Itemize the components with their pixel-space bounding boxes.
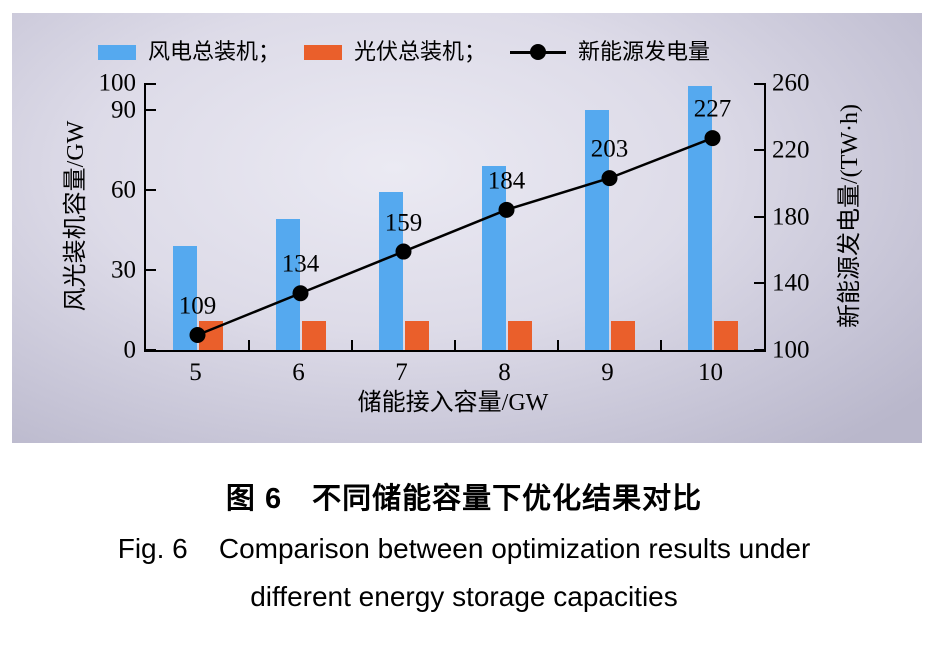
wind-bar-7 <box>378 192 403 350</box>
plot-area: 109 134 159 184 203 227 <box>144 83 766 352</box>
line-point-10 <box>704 130 721 147</box>
left-tick-90 <box>146 108 156 111</box>
right-tick-140 <box>754 282 764 285</box>
x-tick-5 <box>660 340 662 350</box>
caption: 图 6 不同储能容量下优化结果对比 Fig. 6 Comparison betw… <box>0 443 928 613</box>
right-axis-label-260: 260 <box>772 69 810 97</box>
x-axis-label-10: 10 <box>698 359 723 386</box>
right-tick-180 <box>754 215 764 218</box>
legend: 风电总装机； 光伏总装机； 新能源发电量 <box>98 35 838 69</box>
legend-label: 光伏总装机； <box>354 39 487 64</box>
right-axis-label-180: 180 <box>772 203 810 230</box>
point-label-8: 184 <box>487 167 526 195</box>
left-tick-100 <box>146 83 156 85</box>
x-tick-3 <box>454 340 456 350</box>
pv-bar-7 <box>404 320 429 350</box>
left-axis-label-60: 60 <box>111 176 136 204</box>
point-label-9: 203 <box>590 135 629 163</box>
x-axis-label-7: 7 <box>395 359 408 386</box>
left-axis-title: 风光装机容量/GW <box>63 120 89 312</box>
left-axis-label-90: 90 <box>111 96 136 124</box>
line-path <box>197 136 713 337</box>
legend-item-2: 新能源发电量 <box>510 41 710 63</box>
left-axis-label-0: 0 <box>123 336 137 364</box>
wind-bar-8 <box>481 165 506 350</box>
x-axis-label-8: 8 <box>498 359 511 386</box>
x-axis-label-5: 5 <box>189 359 202 386</box>
wind-bar-9 <box>584 109 609 350</box>
legend-item-0: 风电总装机； <box>98 41 280 63</box>
line-point-5 <box>189 326 206 343</box>
left-tick-60 <box>146 188 156 191</box>
pv-bar-10 <box>713 320 738 350</box>
pv-bar-8 <box>507 320 532 350</box>
point-label-6: 134 <box>281 250 320 278</box>
line-point-7 <box>395 243 412 260</box>
right-axis-label-140: 140 <box>772 269 810 297</box>
point-label-7: 159 <box>384 209 423 237</box>
point-label-5: 109 <box>178 292 217 320</box>
wind-bar-10 <box>687 85 712 350</box>
left-axis-label-100: 100 <box>98 69 137 97</box>
line-series <box>189 130 721 343</box>
caption-en-line2: different energy storage capacities <box>250 581 678 612</box>
right-tick-260 <box>754 83 764 85</box>
left-tick-30 <box>146 268 156 271</box>
caption-en-line1: Fig. 6 Comparison between optimization r… <box>117 533 811 564</box>
line-point-9 <box>601 170 618 187</box>
pv-bar-9 <box>610 320 635 350</box>
caption-zh: 图 6 不同储能容量下优化结果对比 <box>225 483 703 515</box>
right-axis-title: 新能源发电量/(TW·h) <box>837 104 863 328</box>
legend-swatch-icon <box>304 44 343 60</box>
x-axis-label-9: 9 <box>601 359 614 386</box>
x-axis-label-6: 6 <box>292 359 305 386</box>
line-point-8 <box>498 201 515 218</box>
left-tick-0 <box>146 349 156 351</box>
right-tick-220 <box>754 148 764 151</box>
pv-bar-6 <box>301 320 326 350</box>
x-tick-4 <box>557 340 559 350</box>
left-axis-label-30: 30 <box>111 256 136 284</box>
line-point-6 <box>292 285 309 302</box>
point-label-10: 227 <box>693 95 732 123</box>
right-tick-100 <box>754 349 764 351</box>
legend-swatch-icon <box>98 44 136 60</box>
legend-label: 新能源发电量 <box>578 39 711 64</box>
right-axis-label-220: 220 <box>772 136 810 164</box>
legend-item-1: 光伏总装机； <box>304 41 486 63</box>
wind-bar-6 <box>275 219 300 350</box>
x-tick-2 <box>351 340 353 350</box>
x-axis-title: 储能接入容量/GW <box>357 390 549 416</box>
legend-label: 风电总装机； <box>148 39 281 64</box>
right-axis-label-100: 100 <box>772 336 810 364</box>
legend-line-marker-icon <box>510 44 567 60</box>
x-tick-1 <box>248 340 250 350</box>
